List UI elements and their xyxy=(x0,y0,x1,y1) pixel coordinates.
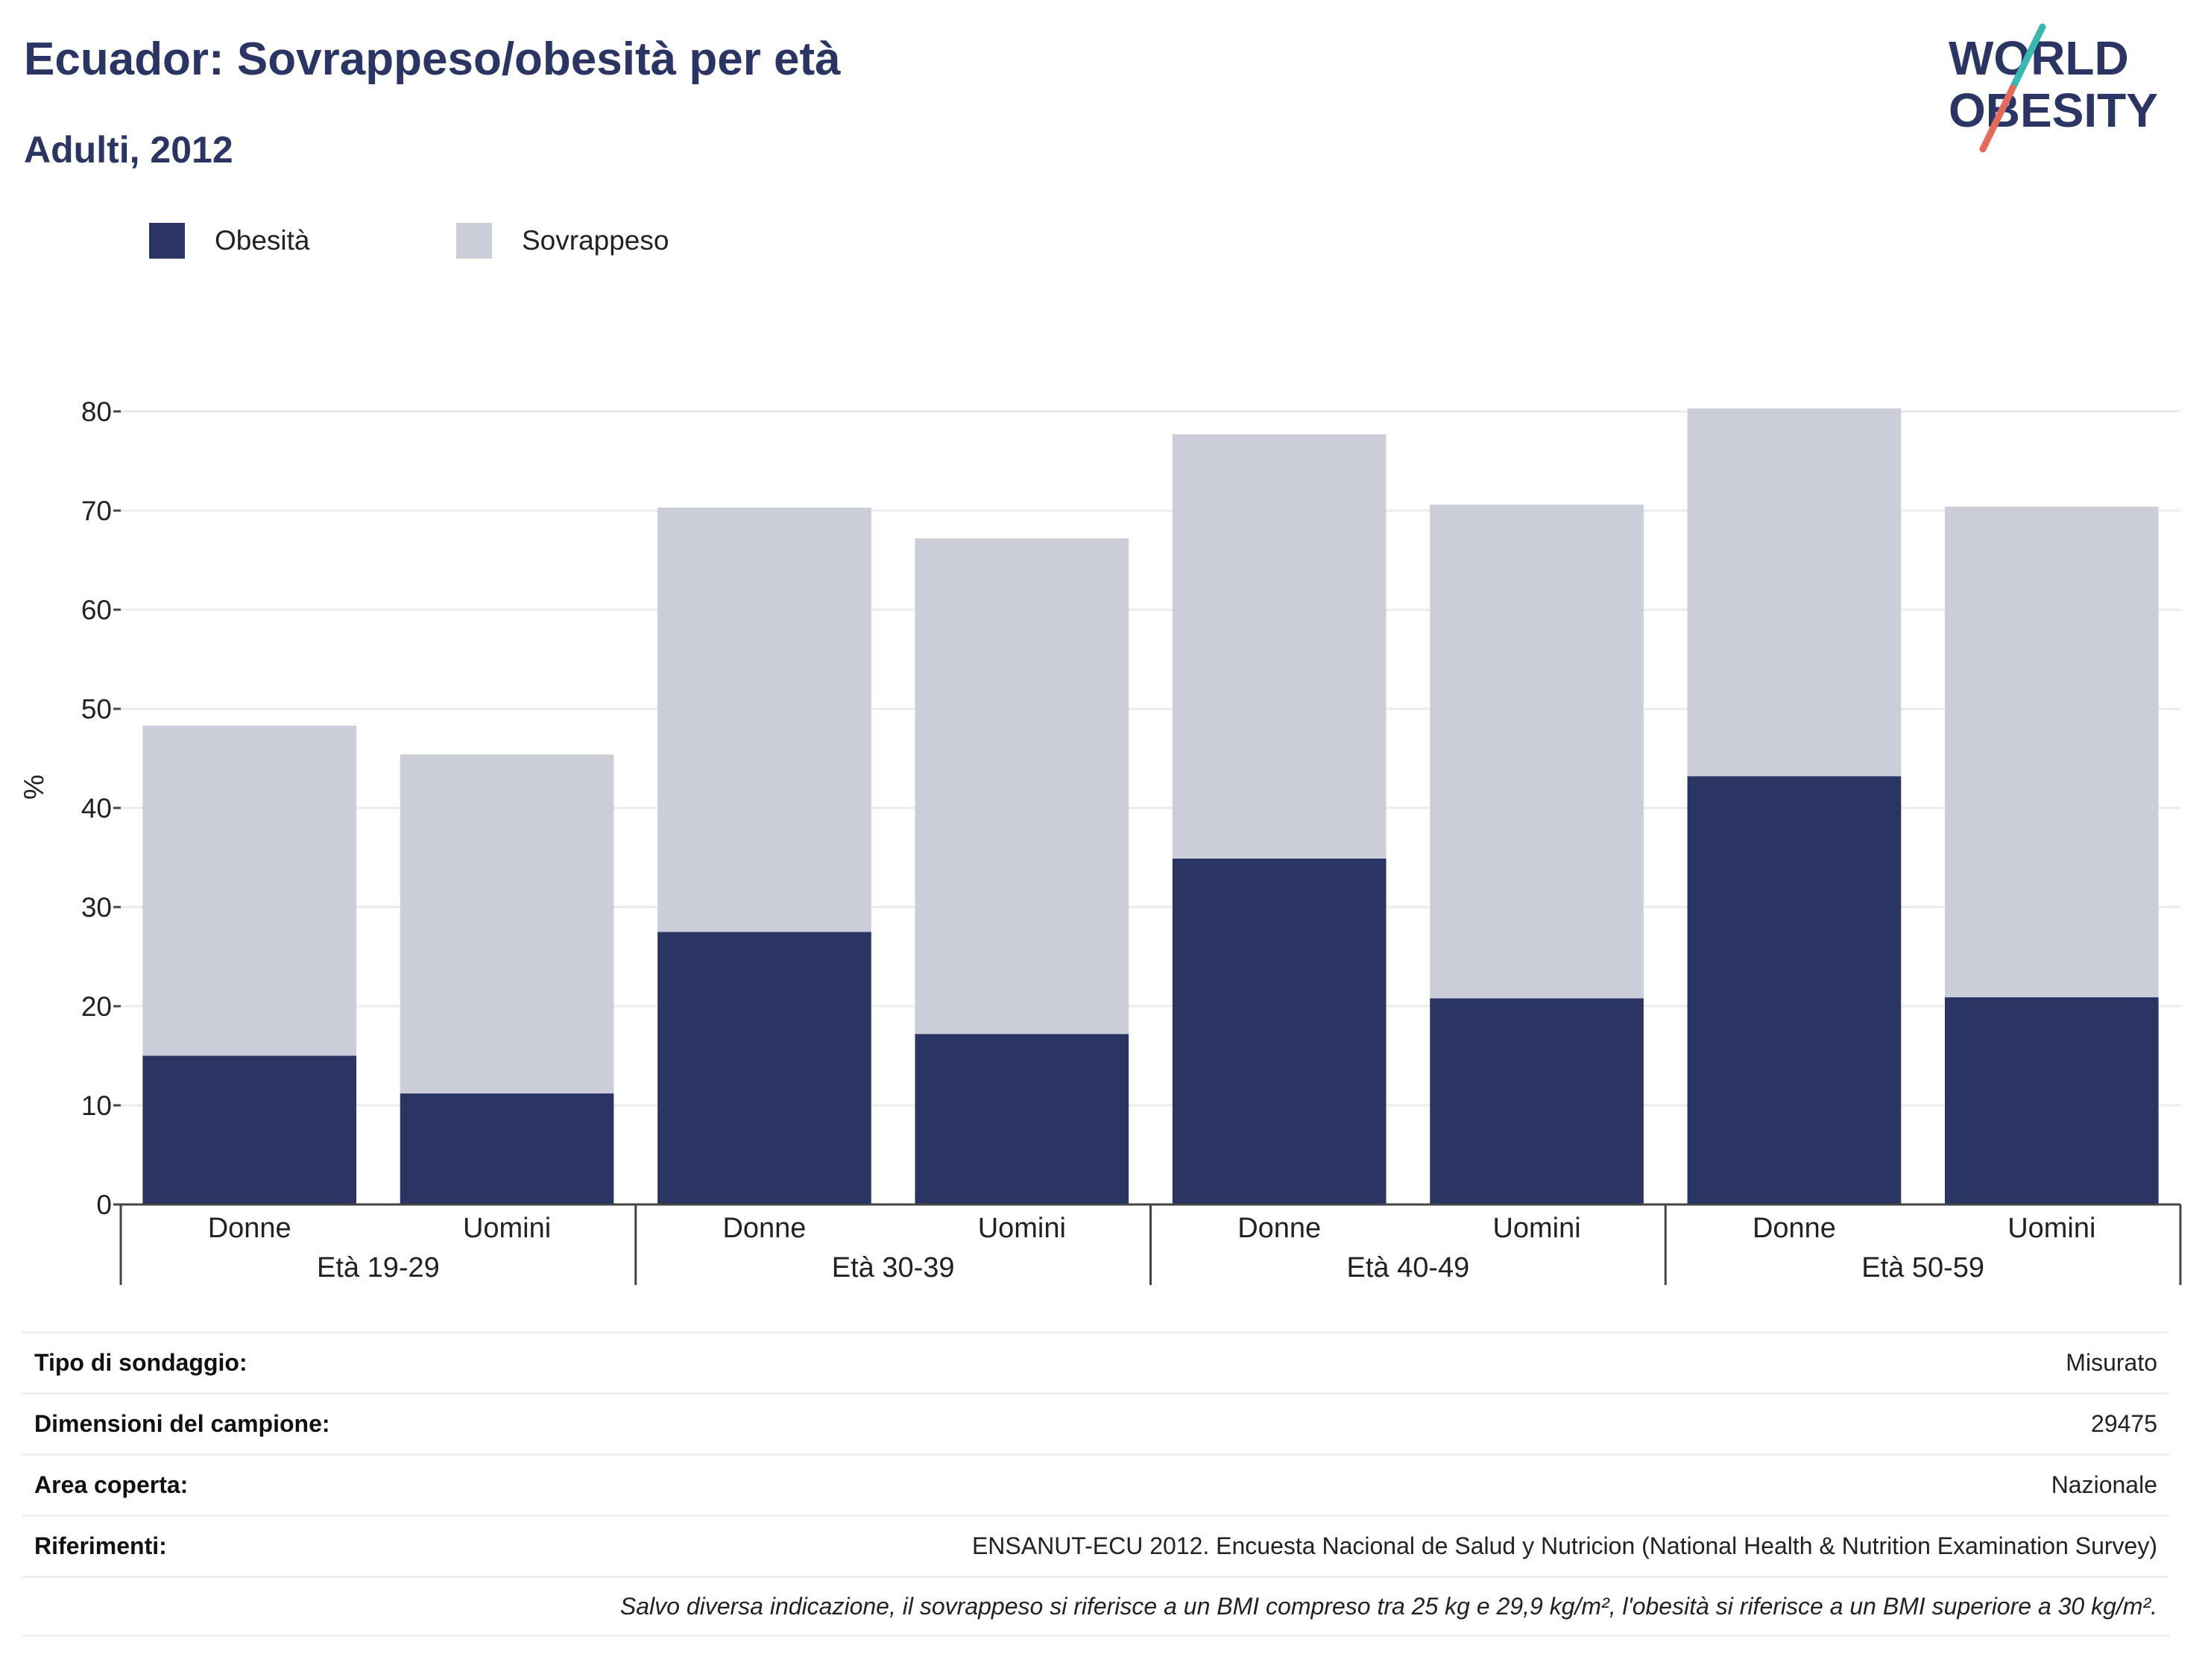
meta-row-note: Salvo diversa indicazione, il sovrappeso… xyxy=(22,1576,2169,1637)
meta-key: Riferimenti: xyxy=(34,1532,167,1559)
legend-item-obesity[interactable]: Obesità xyxy=(149,222,310,259)
x-tick-label: Donne xyxy=(722,1213,806,1244)
logo-word-obesity: OBESITY xyxy=(1949,83,2158,137)
bar-overweight[interactable] xyxy=(142,725,357,1056)
logo-slash-red xyxy=(1979,84,2016,153)
bar-obesity[interactable] xyxy=(400,1093,614,1204)
x-tick-label: Donne xyxy=(1237,1213,1321,1244)
bar-chart: 0 10 20 30 40 50 60 70 80 % Donne Uomini Donne Uomi… xyxy=(19,397,2182,1285)
y-tick-label: 60 xyxy=(81,595,112,625)
legend-swatch-overweight xyxy=(456,223,492,259)
legend-label-overweight: Sovrappeso xyxy=(522,225,669,256)
bar-obesity[interactable] xyxy=(1687,776,1902,1204)
world-obesity-logo: WORLD OBESITY xyxy=(1949,23,2158,153)
bar-obesity[interactable] xyxy=(1944,997,2159,1204)
y-tick-label: 50 xyxy=(81,694,112,724)
bar-overweight[interactable] xyxy=(1172,434,1387,859)
legend-swatch-obesity xyxy=(149,223,185,259)
logo-slash-teal xyxy=(2009,23,2046,92)
meta-row-area: Area coperta: Nazionale xyxy=(22,1453,2169,1515)
bar-overweight[interactable] xyxy=(657,508,871,932)
y-axis-ticks: 0 10 20 30 40 50 60 70 80 xyxy=(81,397,121,1220)
meta-value: 29475 xyxy=(2091,1410,2157,1437)
y-tick-label: 20 xyxy=(81,991,112,1022)
meta-key: Dimensioni del campione: xyxy=(34,1410,330,1437)
y-axis-label: % xyxy=(19,774,50,800)
meta-row-survey-type: Tipo di sondaggio: Misurato xyxy=(22,1331,2169,1392)
x-group-label: Età 40-49 xyxy=(1346,1252,1469,1283)
bar-overweight[interactable] xyxy=(400,754,614,1094)
meta-value: ENSANUT-ECU 2012. Encuesta Nacional de S… xyxy=(971,1532,2157,1559)
chart-subtitle: Adulti, 2012 xyxy=(24,129,233,171)
x-tick-label: Uomini xyxy=(463,1213,551,1244)
meta-row-references: Riferimenti: ENSANUT-ECU 2012. Encuesta … xyxy=(22,1515,2169,1576)
meta-key: Area coperta: xyxy=(34,1471,189,1498)
bar-obesity[interactable] xyxy=(1172,858,1387,1204)
x-tick-label: Donne xyxy=(208,1213,291,1244)
y-tick-label: 40 xyxy=(81,793,112,824)
meta-note: Salvo diversa indicazione, il sovrappeso… xyxy=(619,1592,2157,1620)
x-tick-label: Uomini xyxy=(2007,1213,2095,1244)
bar-overweight[interactable] xyxy=(1687,408,1902,777)
meta-row-sample-size: Dimensioni del campione: 29475 xyxy=(22,1392,2169,1453)
legend-item-overweight[interactable]: Sovrappeso xyxy=(456,222,669,259)
bars xyxy=(142,408,2159,1205)
y-tick-label: 80 xyxy=(81,397,112,427)
metadata-table: Tipo di sondaggio: Misurato Dimensioni d… xyxy=(22,1331,2169,1637)
bar-overweight[interactable] xyxy=(1430,505,1644,999)
legend-label-obesity: Obesità xyxy=(215,225,310,256)
x-group-label: Età 30-39 xyxy=(832,1252,955,1283)
meta-value: Misurato xyxy=(2066,1349,2157,1376)
y-tick-label: 30 xyxy=(81,892,112,923)
bar-obesity[interactable] xyxy=(1430,998,1644,1204)
x-tick-label: Uomini xyxy=(978,1213,1066,1244)
bar-overweight[interactable] xyxy=(1944,506,2159,998)
y-tick-label: 10 xyxy=(81,1090,112,1121)
bar-obesity[interactable] xyxy=(142,1055,357,1205)
x-axis: Donne Uomini Donne Uomini Donne Uomini Donne Uo… xyxy=(119,1203,2182,1285)
bar-obesity[interactable] xyxy=(657,932,871,1204)
bar-obesity[interactable] xyxy=(915,1034,1129,1204)
y-tick-label: 0 xyxy=(96,1190,112,1220)
x-tick-label: Donne xyxy=(1753,1213,1836,1244)
chart-title: Ecuador: Sovrappeso/obesità per età xyxy=(24,34,841,85)
x-group-label: Età 19-29 xyxy=(317,1252,440,1283)
x-tick-label: Uomini xyxy=(1492,1213,1580,1244)
meta-key: Tipo di sondaggio: xyxy=(34,1349,247,1376)
y-tick-label: 70 xyxy=(81,496,112,526)
bar-overweight[interactable] xyxy=(915,538,1129,1035)
meta-value: Nazionale xyxy=(2051,1471,2157,1498)
x-group-label: Età 50-59 xyxy=(1861,1252,1984,1283)
